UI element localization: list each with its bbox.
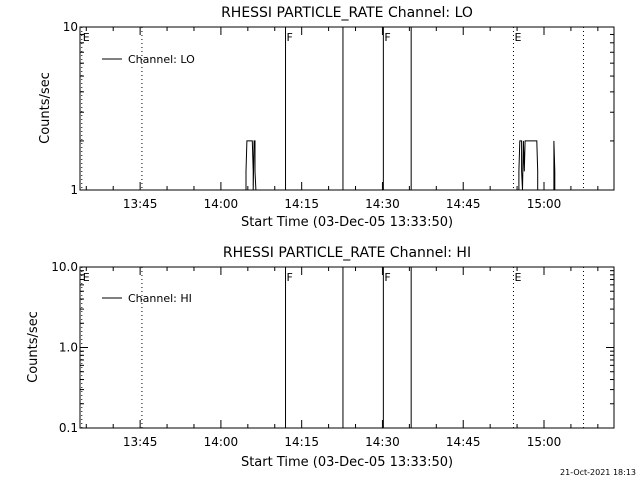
hi-x-axis-label: Start Time (03-Dec-05 13:33:50) (241, 455, 453, 470)
lo-event-label: F (287, 31, 293, 44)
hi-legend-label: Channel: HI (128, 292, 192, 305)
lo-y-tick-label: 1 (70, 183, 78, 197)
hi-x-tick-label: 14:30 (365, 435, 400, 449)
lo-x-tick-label: 14:30 (365, 197, 400, 211)
lo-x-axis-label: Start Time (03-Dec-05 13:33:50) (241, 215, 453, 230)
hi-y-ticks: 0.1 1.0 10.0 (51, 260, 614, 435)
lo-event-label: E (514, 31, 521, 44)
hi-y-tick-label: 0.1 (59, 421, 78, 435)
lo-y-axis-label: Counts/sec (38, 72, 53, 144)
lo-x-tick-label: 15:00 (527, 197, 562, 211)
lo-x-tick-label: 14:15 (284, 197, 319, 211)
hi-event-label: E (83, 271, 90, 284)
lo-series (245, 140, 556, 191)
hi-x-tick-label: 13:45 (123, 435, 158, 449)
lo-panel: RHESSI PARTICLE_RATE Channel: LO Counts/… (38, 5, 615, 230)
lo-x-tick-label: 14:45 (446, 197, 481, 211)
lo-x-tick-label: 13:45 (123, 197, 158, 211)
hi-x-tick-label: 14:45 (446, 435, 481, 449)
hi-y-tick-label: 1.0 (59, 341, 78, 355)
timestamp-footer: 21-Oct-2021 18:13 (560, 468, 636, 477)
lo-event-label: E (83, 31, 90, 44)
lo-x-ticks: 13:45 14:00 14:15 14:30 14:45 15:00 (85, 27, 599, 211)
lo-x-tick-label: 14:00 (204, 197, 239, 211)
lo-chart-title: RHESSI PARTICLE_RATE Channel: LO (221, 5, 473, 21)
lo-y-tick-label: 10 (63, 20, 78, 34)
hi-x-tick-label: 15:00 (527, 435, 562, 449)
lo-legend-label: Channel: LO (128, 53, 195, 66)
hi-x-tick-label: 14:15 (284, 435, 319, 449)
hi-x-ticks: 13:45 14:00 14:15 14:30 14:45 15:00 (85, 267, 599, 449)
lo-event-label: F (384, 31, 390, 44)
lo-series-line (245, 140, 556, 191)
hi-event-label: F (287, 271, 293, 284)
hi-panel: RHESSI PARTICLE_RATE Channel: HI Counts/… (26, 245, 615, 470)
hi-event-label: E (514, 271, 521, 284)
hi-chart-title: RHESSI PARTICLE_RATE Channel: HI (223, 245, 471, 261)
hi-y-tick-label: 10.0 (51, 260, 78, 274)
lo-y-ticks: 1 10 (63, 20, 614, 197)
hi-y-axis-label: Counts/sec (26, 311, 41, 383)
hi-x-tick-label: 14:00 (204, 435, 239, 449)
lo-plot-frame (79, 26, 615, 191)
hi-event-label: F (384, 271, 390, 284)
